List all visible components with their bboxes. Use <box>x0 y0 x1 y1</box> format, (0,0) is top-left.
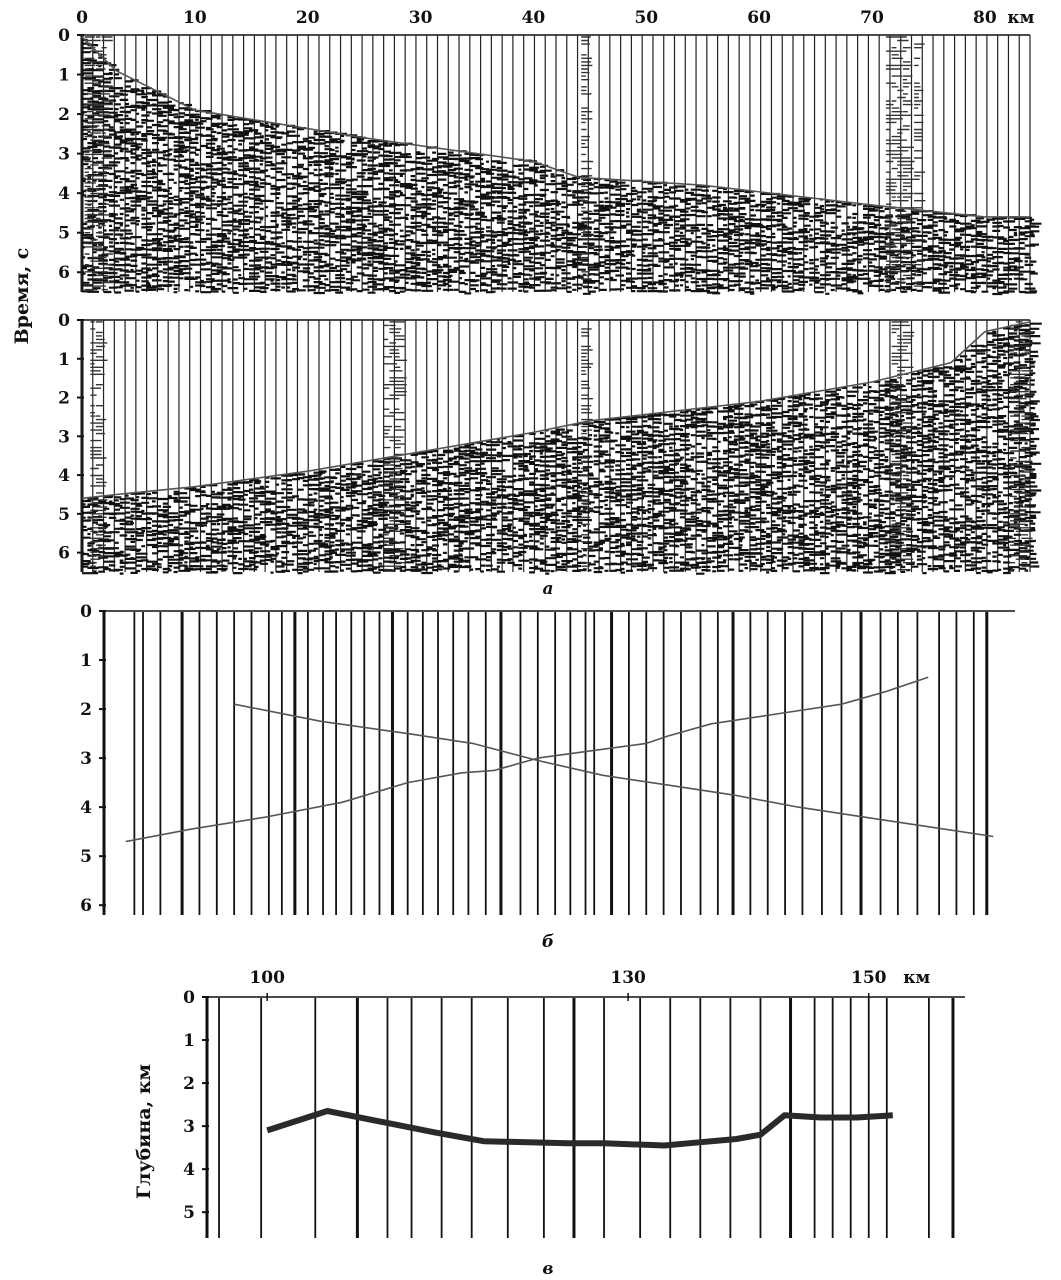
y-tick-label: 2 <box>58 105 70 125</box>
x-tick-label: 10 <box>183 8 207 28</box>
x-tick-label: 50 <box>634 8 658 28</box>
y-tick-label: 5 <box>58 224 70 244</box>
x-tick-label: 150 <box>851 968 887 988</box>
x-tick-label: 0 <box>76 8 88 28</box>
x-tick-label: 60 <box>747 8 771 28</box>
y-tick-label: 3 <box>58 427 70 447</box>
y-tick-label: 2 <box>58 389 70 409</box>
depth-boundary-line <box>266 1108 893 1149</box>
first-arrival-line <box>81 321 1031 500</box>
y-tick-label: 1 <box>183 1031 195 1051</box>
x-unit-label: км <box>903 968 930 988</box>
y-tick-label: 6 <box>80 896 92 916</box>
panel-caption: в <box>542 1259 553 1279</box>
x-tick-label: 30 <box>409 8 433 28</box>
x-tick-label: 20 <box>296 8 320 28</box>
x-tick-label: 80 <box>973 8 997 28</box>
panel-caption: б <box>542 932 554 952</box>
y-tick-label: 4 <box>80 798 92 818</box>
x-tick-label: 40 <box>522 8 546 28</box>
reflection-energy <box>82 322 1042 575</box>
y-tick-label: 6 <box>58 544 70 564</box>
y-tick-label: 1 <box>58 66 70 86</box>
y-tick-label: 0 <box>58 311 70 331</box>
panel-a-bottom: 0 1 2 3 4 5 6 Время, с а <box>11 248 1042 599</box>
y-tick-label: 3 <box>58 145 70 165</box>
y-tick-label: 4 <box>183 1160 195 1180</box>
reflection-energy <box>82 38 1042 296</box>
x-unit-label: км <box>1007 8 1034 28</box>
panel-b: 0 1 2 3 4 5 6 б <box>80 602 1015 952</box>
y-tick-label: 0 <box>80 602 92 622</box>
y-tick-label: 6 <box>58 263 70 283</box>
y-tick-label: 3 <box>183 1117 195 1137</box>
y-tick-label: 0 <box>58 26 70 46</box>
y-tick-label: 1 <box>80 651 92 671</box>
panel-caption: а <box>542 579 553 599</box>
traveltime-curve-reverse <box>233 703 994 838</box>
traveltime-curve-forward <box>125 676 929 843</box>
y-axis-title: Время, с <box>11 248 33 345</box>
y-tick-label: 5 <box>183 1203 195 1223</box>
first-arrival-line <box>81 36 1030 218</box>
x-tick-label: 70 <box>860 8 884 28</box>
y-tick-label: 5 <box>58 505 70 525</box>
y-tick-label: 0 <box>183 988 195 1008</box>
y-tick-label: 3 <box>80 749 92 769</box>
y-tick-label: 4 <box>58 184 70 204</box>
panel-v: 0 1 2 3 4 5 100 130 150 км Глубина, км в <box>133 968 965 1279</box>
y-tick-label: 5 <box>80 847 92 867</box>
y-tick-label: 1 <box>58 350 70 370</box>
noise-traces <box>90 321 1034 571</box>
y-axis-title: Глубина, км <box>133 1064 155 1199</box>
y-tick-label: 2 <box>183 1074 195 1094</box>
y-tick-label: 2 <box>80 700 92 720</box>
x-tick-label: 130 <box>610 968 646 988</box>
y-tick-label: 4 <box>58 466 70 486</box>
noise-traces <box>84 36 926 291</box>
x-tick-label: 100 <box>249 968 285 988</box>
